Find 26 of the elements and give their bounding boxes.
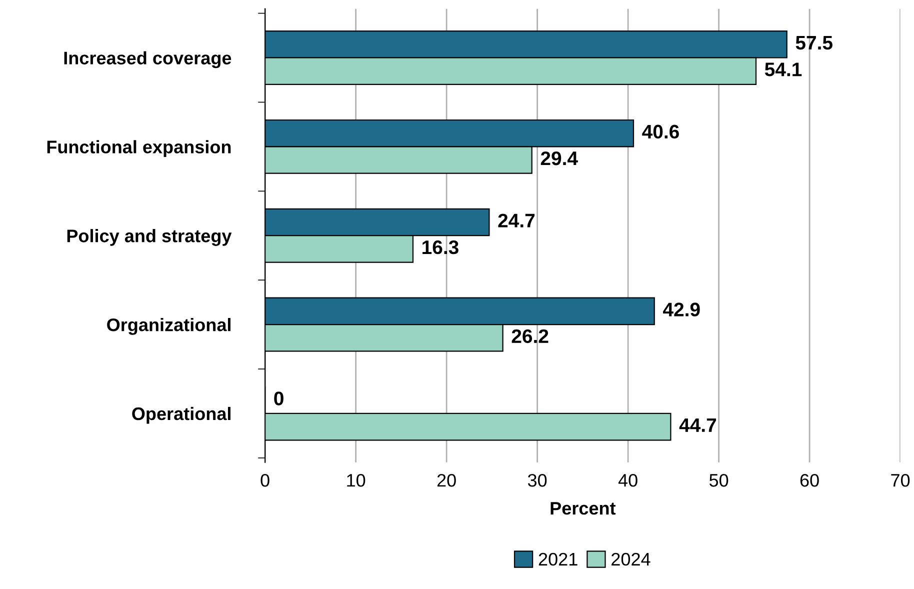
data-label: 40.6 <box>642 124 679 139</box>
data-label: 26.2 <box>512 329 548 344</box>
data-label: 24.7 <box>498 214 535 228</box>
y-tick-label: Functional expansion <box>47 140 231 157</box>
y-tick-label: Organizational <box>107 318 230 335</box>
x-tick-label: 20 <box>437 474 456 487</box>
data-label: 57.5 <box>796 36 832 50</box>
x-tick-label: 50 <box>709 474 728 487</box>
x-axis-title: Percent <box>550 502 616 515</box>
data-label: 0 <box>274 392 284 406</box>
y-tick-label: Operational <box>132 406 230 424</box>
y-tick-label: Increased coverage <box>64 51 232 68</box>
legend-label: 2024 <box>612 552 650 566</box>
x-tick-label: 70 <box>891 474 910 487</box>
data-label: 42.9 <box>662 302 700 316</box>
x-tick-label: 0 <box>260 474 270 487</box>
x-tick-label: 40 <box>618 474 638 487</box>
data-label: 54.1 <box>764 62 802 76</box>
data-label: 44.7 <box>679 418 716 432</box>
data-label: 29.4 <box>540 151 578 166</box>
x-tick-label: 30 <box>528 474 547 487</box>
data-label: 16.3 <box>422 240 458 254</box>
x-tick-label: 10 <box>347 474 366 487</box>
legend-label: 2021 <box>538 552 578 566</box>
x-tick-label: 60 <box>800 474 819 487</box>
y-tick-label: Policy and strategy <box>67 229 232 246</box>
